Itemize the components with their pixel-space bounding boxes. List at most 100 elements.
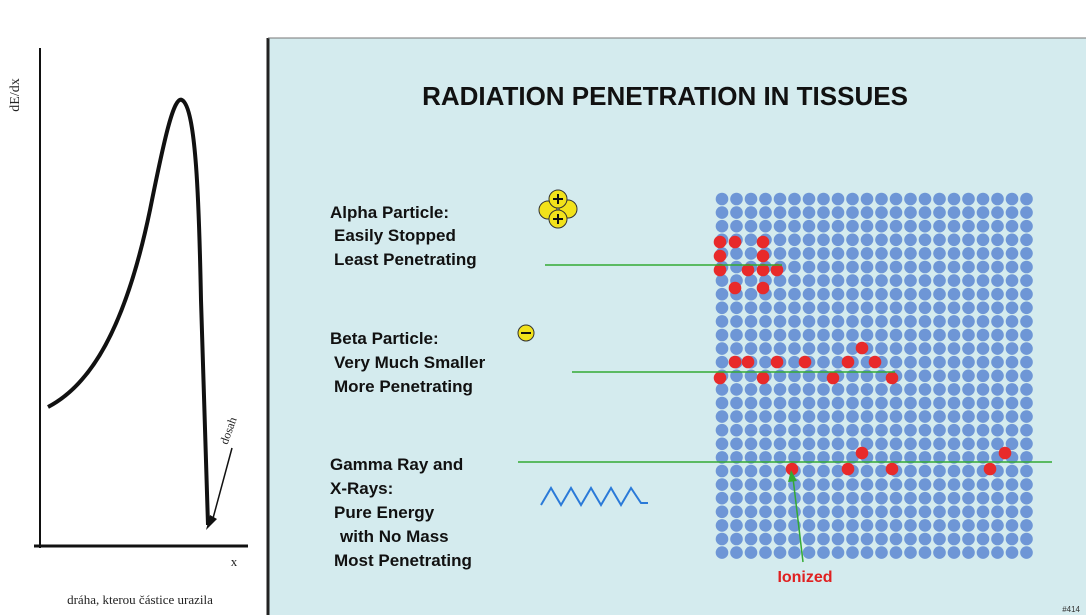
atom — [744, 410, 758, 423]
atom — [802, 315, 816, 328]
atom — [875, 260, 888, 274]
atom — [860, 383, 874, 396]
atom — [846, 233, 859, 247]
atom — [991, 532, 1004, 546]
atom — [1005, 328, 1019, 342]
atom — [860, 437, 874, 451]
atom — [991, 491, 1004, 505]
atom — [991, 301, 1004, 315]
atom — [759, 451, 772, 464]
atom — [759, 437, 772, 451]
atom — [715, 519, 729, 532]
atom — [1005, 505, 1019, 519]
tissue-grid — [715, 192, 1033, 559]
atom — [962, 505, 975, 519]
atom — [773, 342, 787, 355]
atom — [730, 410, 743, 423]
atom — [983, 462, 997, 476]
atom — [918, 219, 932, 233]
atom — [817, 219, 830, 233]
atom — [947, 355, 961, 369]
atom — [918, 192, 932, 206]
atom — [759, 315, 772, 328]
atom — [715, 301, 729, 315]
atom — [976, 260, 990, 274]
atom — [802, 478, 816, 491]
atom — [889, 342, 903, 355]
atom — [730, 301, 743, 315]
atom — [715, 478, 729, 491]
atom — [860, 505, 874, 519]
atom — [713, 371, 727, 385]
atom — [889, 491, 903, 505]
atom — [1020, 233, 1033, 247]
atom — [860, 247, 874, 260]
atom — [744, 532, 758, 546]
atom — [831, 451, 845, 464]
atom — [773, 451, 787, 464]
atom — [976, 437, 990, 451]
atom — [933, 451, 946, 464]
atom — [947, 396, 961, 410]
atom — [1005, 260, 1019, 274]
atom — [744, 464, 758, 478]
atom — [759, 342, 772, 355]
atom — [788, 532, 801, 546]
atom — [1005, 410, 1019, 423]
atom — [730, 315, 743, 328]
atom — [846, 247, 859, 260]
atom — [730, 464, 743, 478]
atom — [728, 355, 742, 369]
atom — [1020, 274, 1033, 287]
atom — [889, 301, 903, 315]
atom — [788, 396, 801, 410]
atom — [889, 233, 903, 247]
atom — [947, 233, 961, 247]
atom — [947, 342, 961, 355]
atom — [744, 274, 758, 287]
atom — [904, 546, 917, 559]
atom — [875, 233, 888, 247]
atom — [817, 505, 830, 519]
atom — [802, 437, 816, 451]
atom — [875, 451, 888, 464]
atom — [759, 396, 772, 410]
atom — [889, 383, 903, 396]
atom — [1005, 301, 1019, 315]
atom — [744, 233, 758, 247]
atom — [1020, 192, 1033, 206]
atom — [933, 192, 946, 206]
alpha-icon — [538, 189, 578, 229]
atom — [788, 546, 801, 559]
atom — [947, 315, 961, 328]
atom — [1005, 396, 1019, 410]
atom — [831, 233, 845, 247]
atom — [918, 423, 932, 437]
atom — [831, 478, 845, 491]
atom — [875, 437, 888, 451]
atom — [889, 260, 903, 274]
atom — [773, 410, 787, 423]
atom — [918, 315, 932, 328]
atom — [713, 249, 727, 263]
atom — [846, 383, 859, 396]
atom — [933, 464, 946, 478]
atom — [831, 423, 845, 437]
atom — [860, 287, 874, 301]
atom — [889, 287, 903, 301]
atom — [875, 505, 888, 519]
atom — [1020, 342, 1033, 355]
atom — [976, 274, 990, 287]
atom — [918, 342, 932, 355]
atom — [875, 342, 888, 355]
atom — [773, 505, 787, 519]
atom — [831, 301, 845, 315]
gamma-label: Gamma Ray and — [330, 455, 463, 474]
atom — [788, 233, 801, 247]
atom — [875, 491, 888, 505]
atom — [831, 260, 845, 274]
atom — [904, 437, 917, 451]
atom — [730, 192, 743, 206]
atom — [991, 247, 1004, 260]
atom — [1020, 410, 1033, 423]
